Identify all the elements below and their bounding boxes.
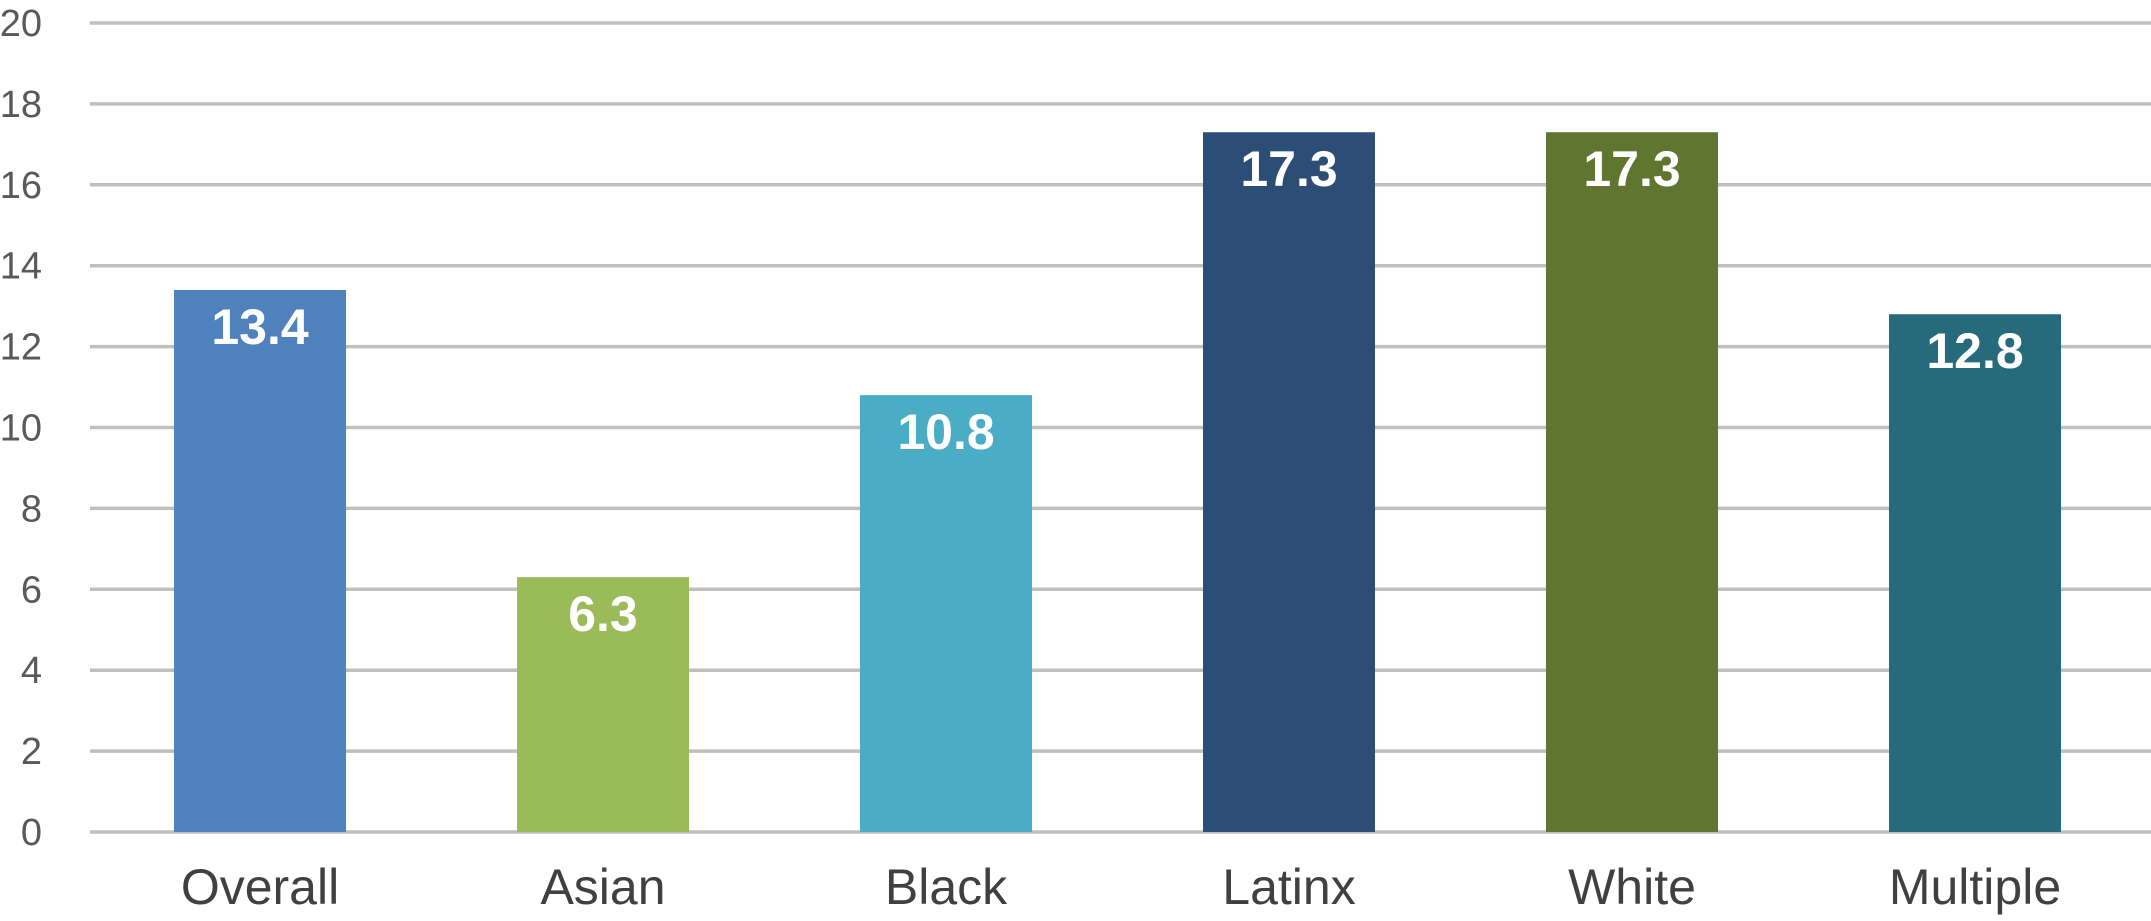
- category-label-latinx: Latinx: [1222, 859, 1355, 915]
- category-label-asian: Asian: [540, 859, 665, 915]
- y-tick-label: 0: [21, 812, 42, 854]
- bar-overall: [174, 289, 346, 833]
- y-axis-ticks: 0 2 4 6 8 10 12 14 16 18 20: [0, 3, 42, 854]
- y-tick-label: 16: [0, 165, 42, 207]
- data-labels: 13.4 6.3 10.8 17.3 17.3 12.8: [211, 141, 2023, 642]
- y-tick-label: 10: [0, 408, 42, 450]
- y-tick-label: 14: [0, 246, 42, 288]
- data-label-asian: 6.3: [568, 586, 638, 642]
- data-label-white: 17.3: [1583, 141, 1680, 197]
- data-label-overall: 13.4: [211, 299, 309, 355]
- y-tick-label: 8: [21, 488, 42, 530]
- bar-multiple: [1889, 314, 2061, 832]
- category-label-black: Black: [885, 859, 1008, 915]
- y-tick-label: 6: [21, 569, 42, 611]
- y-tick-label: 20: [0, 3, 42, 45]
- bar-white: [1546, 132, 1718, 833]
- y-tick-label: 4: [21, 650, 42, 692]
- y-tick-label: 2: [21, 731, 42, 773]
- gridlines: [90, 21, 2151, 834]
- data-label-black: 10.8: [897, 404, 994, 460]
- x-axis-categories: Overall Asian Black Latinx White Multiple: [181, 859, 2061, 915]
- category-label-white: White: [1568, 859, 1696, 915]
- category-label-multiple: Multiple: [1889, 859, 2061, 915]
- y-tick-label: 18: [0, 84, 42, 126]
- data-label-multiple: 12.8: [1926, 323, 2023, 379]
- bar-latinx: [1203, 132, 1375, 833]
- data-label-latinx: 17.3: [1240, 141, 1337, 197]
- y-tick-label: 12: [0, 327, 42, 369]
- bar-black: [860, 395, 1032, 832]
- category-label-overall: Overall: [181, 859, 339, 915]
- bars: [174, 132, 2061, 833]
- bar-asian: [517, 577, 689, 832]
